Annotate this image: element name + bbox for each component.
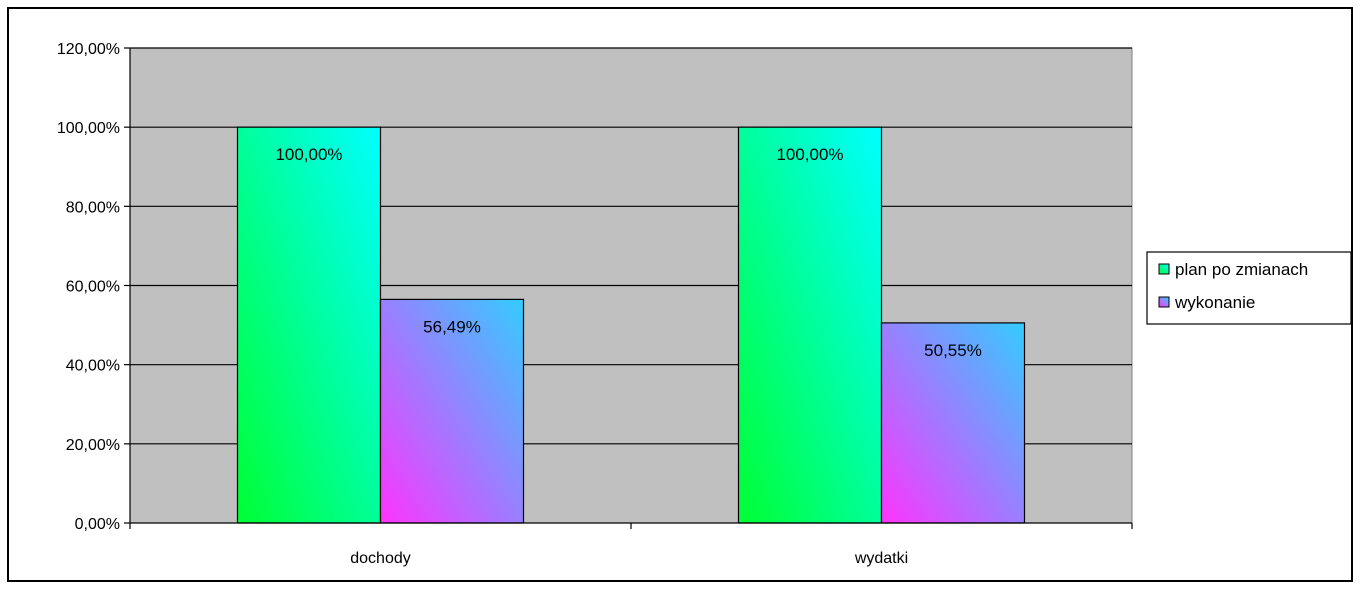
data-label: 100,00%	[275, 145, 342, 164]
legend: plan po zmianach wykonanie	[1146, 251, 1352, 325]
legend-box	[1146, 251, 1352, 325]
x-category-label: wydatki	[854, 550, 908, 567]
y-tick-label: 120,00%	[57, 41, 120, 58]
data-label: 56,49%	[423, 317, 481, 336]
data-label: 100,00%	[776, 145, 843, 164]
bar-wykonanie-dochody	[379, 298, 525, 524]
bar-wykonanie-wydatki	[880, 322, 1026, 524]
legend-label: plan po zmianach	[1175, 260, 1308, 279]
y-tick-label: 60,00%	[66, 279, 120, 296]
axes: 0,00% 20,00% 40,00% 60,00% 80,00% 100,00% 120,…	[57, 41, 1133, 567]
data-labels: 100,00% 56,49% 100,00% 50,55%	[275, 145, 981, 360]
y-tick-label: 0,00%	[75, 516, 120, 533]
legend-swatch	[1158, 263, 1170, 275]
y-tick-label: 100,00%	[57, 120, 120, 137]
data-label: 50,55%	[924, 341, 982, 360]
bars	[236, 126, 1026, 524]
x-category-label: dochody	[350, 550, 411, 567]
legend-swatch	[1158, 296, 1170, 308]
y-tick-label: 80,00%	[66, 199, 120, 216]
legend-label: wykonanie	[1174, 293, 1255, 312]
bar-plan-po-zmianach-dochody	[236, 126, 382, 524]
y-tick-label: 40,00%	[66, 358, 120, 375]
bar-plan-po-zmianach-wydatki	[737, 126, 883, 524]
y-tick-label: 20,00%	[66, 437, 120, 454]
